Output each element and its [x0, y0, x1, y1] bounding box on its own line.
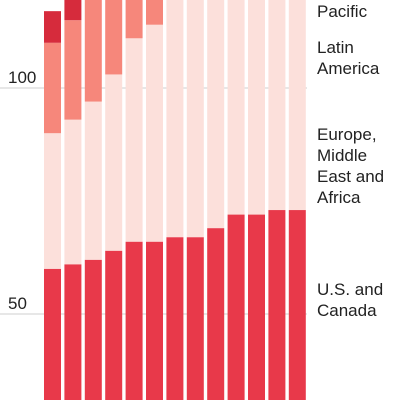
bar-segment [105, 250, 123, 400]
bar-segment [227, 0, 245, 215]
bar-segment [248, 214, 265, 400]
bar-segment [84, 101, 102, 260]
bar-segment [268, 0, 286, 211]
bar-segment [64, 264, 82, 400]
bar-segment [64, 119, 82, 265]
bar-segment [105, 0, 123, 75]
bar-segment [125, 0, 143, 39]
y-tick-label: 100 [8, 68, 36, 87]
bar-segment [207, 228, 225, 400]
bar-segment [125, 241, 143, 400]
y-axis-tick-labels: 50100150 [8, 68, 36, 313]
bar-segment [44, 268, 61, 400]
bar-segment [146, 0, 163, 25]
bar-segment [84, 259, 102, 400]
legend-label: Pacific [317, 2, 368, 21]
bar-segment [288, 0, 306, 211]
bar-segment [64, 20, 82, 120]
bar-segment [84, 0, 102, 102]
legend-label: Latin America [317, 38, 380, 78]
bar-segment [44, 11, 61, 43]
bar-segment [166, 0, 184, 238]
bar-segment [146, 241, 163, 400]
bar-segment [268, 210, 286, 400]
bar-segment [166, 237, 184, 400]
legend: Pacific Latin America Europe, Middle East and… [317, 2, 384, 320]
bar-segment [186, 0, 204, 238]
bar-segment [125, 38, 143, 242]
bar-segment [227, 214, 245, 400]
bar-segment [44, 133, 61, 269]
bar-segment [64, 0, 82, 21]
bars [44, 0, 306, 400]
bar-segment [207, 0, 225, 229]
legend-label: Europe, Middle East and Africa [317, 125, 384, 207]
y-tick-label: 50 [8, 294, 27, 313]
bar-segment [186, 237, 204, 400]
bar-segment [105, 74, 123, 251]
bar-segment [44, 42, 61, 134]
bar-segment [146, 24, 163, 242]
legend-label: U.S. and Canada [317, 280, 383, 320]
bar-segment [248, 0, 265, 215]
bar-segment [288, 210, 306, 400]
